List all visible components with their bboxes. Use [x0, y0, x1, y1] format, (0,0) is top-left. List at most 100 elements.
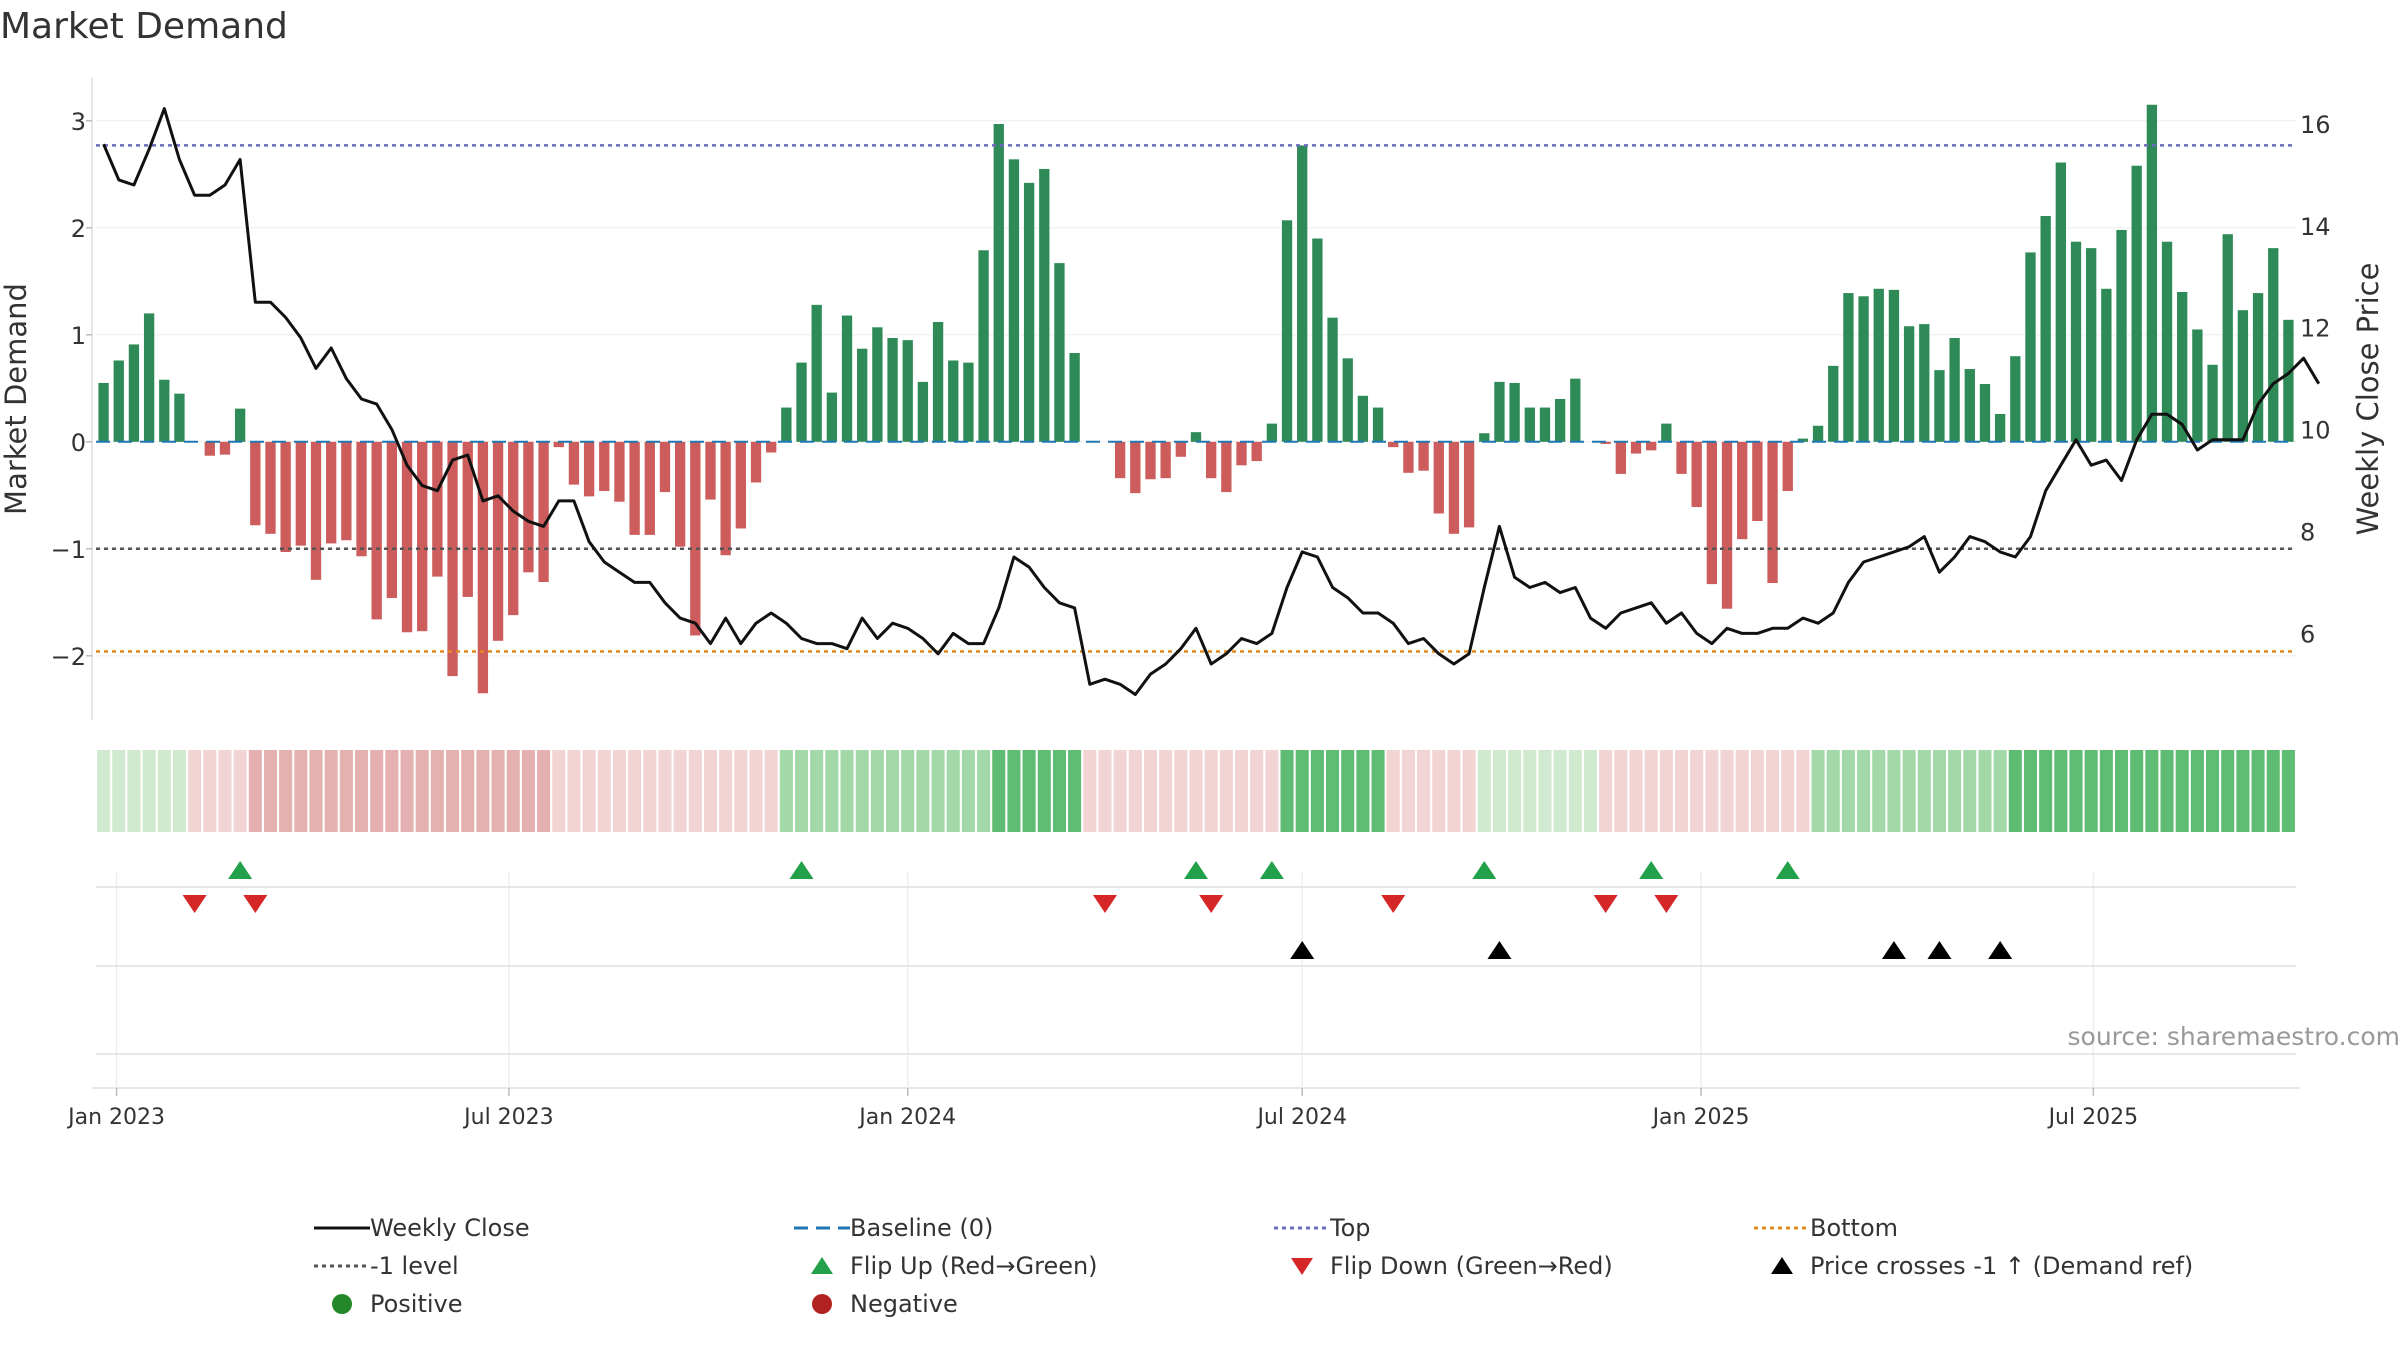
demand-bar: [796, 362, 807, 442]
heat-cell: [2054, 750, 2068, 832]
flip-down-marker: [1092, 895, 1117, 913]
demand-bar: [1372, 407, 1384, 442]
heat-cell: [112, 750, 126, 832]
demand-bar: [1949, 338, 1960, 442]
heat-cell: [552, 750, 566, 832]
heat-cell: [1917, 750, 1931, 832]
heat-cell: [1705, 750, 1719, 832]
demand-bar: [1281, 220, 1293, 442]
heat-cell: [1796, 750, 1810, 832]
heat-cell: [1401, 750, 1415, 832]
heat-cell: [582, 750, 596, 832]
heat-cell: [476, 750, 490, 832]
heat-cell: [673, 750, 687, 832]
heat-cell: [1781, 750, 1795, 832]
demand-bar: [1206, 441, 1217, 479]
y-tick-label: 2: [71, 215, 86, 243]
heat-cell: [2160, 750, 2174, 832]
heat-cell: [127, 750, 141, 832]
heat-cell: [2206, 750, 2220, 832]
heat-cell: [612, 750, 626, 832]
heat-cell: [2039, 750, 2053, 832]
legend-label: Positive: [370, 1290, 463, 1318]
weekly-close-line: [102, 107, 2321, 696]
heat-cell: [703, 750, 718, 832]
heat-cell: [749, 750, 763, 832]
demand-bar: [583, 441, 595, 497]
demand-bar: [143, 313, 155, 442]
demand-bar: [948, 360, 959, 442]
legend: Weekly Close Baseline (0) Top Bottom -1 …: [300, 1210, 2280, 1330]
heat-cell: [446, 750, 460, 832]
y-axis-title: Market Demand: [0, 283, 33, 515]
y-tick-label: 3: [71, 108, 86, 136]
demand-bar: [932, 321, 944, 442]
heat-cell: [1356, 750, 1370, 832]
y2-tick-label: 6: [2300, 620, 2315, 648]
legend-item-baseline: Baseline (0): [780, 1210, 993, 1246]
heat-cell: [1993, 750, 2007, 832]
demand-bar: [1919, 324, 1930, 442]
heat-cell: [1583, 750, 1598, 832]
heat-cell: [916, 750, 930, 832]
heat-cell: [142, 750, 156, 832]
demand-bar: [887, 338, 898, 442]
demand-bar: [1448, 441, 1460, 534]
heat-cell: [430, 750, 444, 832]
heat-cell: [537, 750, 551, 832]
demand-bar: [2116, 229, 2127, 442]
demand-bar: [1979, 384, 1991, 442]
heat-cell: [2084, 750, 2098, 832]
heat-cell: [643, 750, 657, 832]
demand-bar: [841, 315, 853, 442]
demand-bar: [781, 407, 792, 442]
y2-tick-label: 8: [2300, 518, 2315, 546]
heat-cell: [961, 750, 975, 832]
heat-cell: [1310, 750, 1324, 832]
heat-cell: [1250, 750, 1264, 832]
demand-bar: [2177, 292, 2188, 442]
demand-bar: [1630, 441, 1642, 454]
heat-cell: [886, 750, 900, 832]
heat-cell: [931, 750, 945, 832]
heat-cell: [2236, 750, 2250, 832]
price-cross-marker: [1927, 941, 1952, 959]
demand-bar: [1221, 441, 1232, 493]
heat-cell: [415, 750, 429, 832]
demand-bar: [1509, 382, 1520, 442]
heat-cell: [1417, 750, 1431, 832]
triangle-down-icon: [1291, 1258, 1313, 1275]
heat-cell: [1265, 750, 1279, 832]
demand-bar: [1888, 289, 1900, 442]
demand-bar: [963, 362, 974, 442]
heat-cell: [2281, 750, 2295, 832]
legend-bottom-icon: [1754, 1226, 1810, 1230]
legend-weekly-close-icon: [314, 1226, 370, 1230]
legend-label: Flip Down (Green→Red): [1330, 1252, 1613, 1280]
demand-bar: [1706, 441, 1718, 585]
heat-cell: [901, 750, 915, 832]
demand-bar: [1858, 296, 1869, 442]
demand-bar: [417, 441, 428, 632]
heat-cell: [1690, 750, 1704, 832]
demand-bar: [1039, 168, 1050, 442]
triangle-up-icon: [1771, 1257, 1793, 1274]
demand-bar: [538, 441, 549, 582]
demand-bar: [1312, 238, 1323, 442]
demand-bar: [1797, 438, 1809, 442]
demand-bar: [1190, 432, 1202, 442]
legend-label: Bottom: [1810, 1214, 1899, 1242]
heat-cell: [2251, 750, 2265, 832]
demand-bar: [1266, 423, 1278, 442]
demand-bar: [128, 344, 140, 442]
heat-cell: [1902, 750, 1916, 832]
flip-up-marker: [1775, 861, 1800, 879]
demand-bar: [917, 381, 929, 442]
demand-bar: [310, 441, 322, 580]
demand-bar: [2222, 234, 2233, 442]
x-tick-label: Jan 2025: [1651, 1105, 1750, 1130]
heat-cell: [2114, 750, 2129, 832]
legend-top-icon: [1274, 1226, 1330, 1230]
heat-cell: [233, 750, 247, 832]
demand-bar: [674, 441, 686, 547]
